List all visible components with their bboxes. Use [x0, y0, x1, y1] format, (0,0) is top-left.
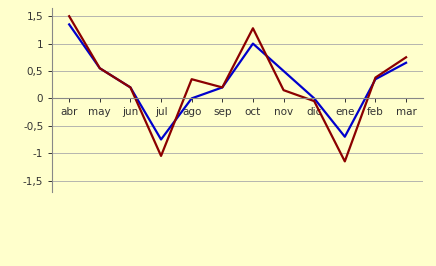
España — [312, 97, 317, 100]
España — [281, 69, 286, 73]
Región de Murcia — [189, 78, 194, 81]
España — [220, 86, 225, 89]
Line: España: España — [69, 24, 406, 139]
España — [342, 135, 347, 138]
España — [128, 86, 133, 89]
Región de Murcia — [250, 27, 255, 30]
España — [250, 42, 255, 45]
España — [158, 138, 164, 141]
Región de Murcia — [403, 56, 409, 59]
Región de Murcia — [128, 86, 133, 89]
España — [403, 61, 409, 64]
Región de Murcia — [97, 67, 102, 70]
España — [189, 97, 194, 100]
Región de Murcia — [342, 160, 347, 163]
Región de Murcia — [312, 99, 317, 103]
Región de Murcia — [281, 89, 286, 92]
Región de Murcia — [158, 154, 164, 157]
Line: Región de Murcia: Región de Murcia — [69, 16, 406, 161]
España — [97, 67, 102, 70]
Región de Murcia — [220, 86, 225, 89]
Región de Murcia — [67, 15, 72, 18]
Región de Murcia — [373, 76, 378, 79]
España — [67, 23, 72, 26]
España — [373, 78, 378, 81]
